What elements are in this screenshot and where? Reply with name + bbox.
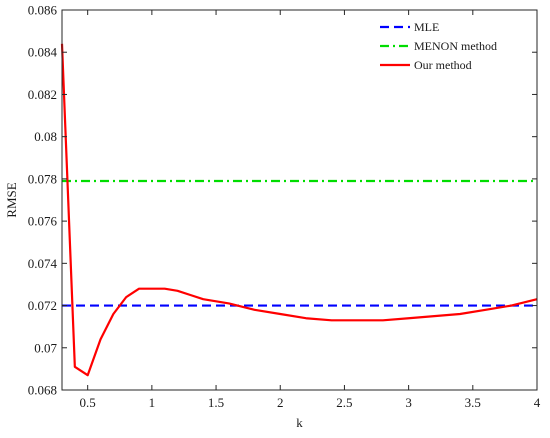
y-axis-label: RMSE: [4, 182, 19, 217]
series-line-3: [60, 43, 538, 377]
x-tick-label: 2: [277, 395, 284, 410]
y-axis-ticks: 0.068 0.07 0.072 0.074 0.076 0.078 0.08 0.082 0.…: [28, 3, 537, 398]
x-tick-label: 0.5: [80, 395, 96, 410]
x-tick-label: 2.5: [336, 395, 352, 410]
legend-label-2: MENON method: [414, 39, 497, 53]
legend-label-3: Our method: [414, 58, 472, 72]
series-group: [60, 43, 538, 377]
y-tick-label: 0.084: [28, 45, 58, 60]
x-tick-label: 1: [149, 395, 156, 410]
x-tick-label: 3: [405, 395, 412, 410]
y-tick-label: 0.082: [28, 87, 57, 102]
y-tick-label: 0.07: [34, 340, 57, 355]
legend: MLE MENON method Our method: [380, 20, 497, 72]
y-tick-label: 0.08: [34, 129, 57, 144]
x-tick-label: 1.5: [208, 395, 224, 410]
y-tick-label: 0.068: [28, 383, 57, 398]
y-tick-label: 0.074: [28, 256, 58, 271]
y-tick-label: 0.086: [28, 3, 58, 18]
y-tick-label: 0.078: [28, 171, 57, 186]
x-tick-label: 4: [534, 395, 541, 410]
plot-frame: [61, 9, 538, 391]
x-tick-label: 3.5: [465, 395, 481, 410]
legend-label-1: MLE: [414, 20, 439, 34]
x-axis-label: k: [296, 415, 303, 430]
y-tick-label: 0.072: [28, 298, 57, 313]
y-tick-label: 0.076: [28, 214, 58, 229]
x-axis-ticks: 0.5 1 1.5 2 2.5 3 3.5 4: [80, 10, 541, 410]
